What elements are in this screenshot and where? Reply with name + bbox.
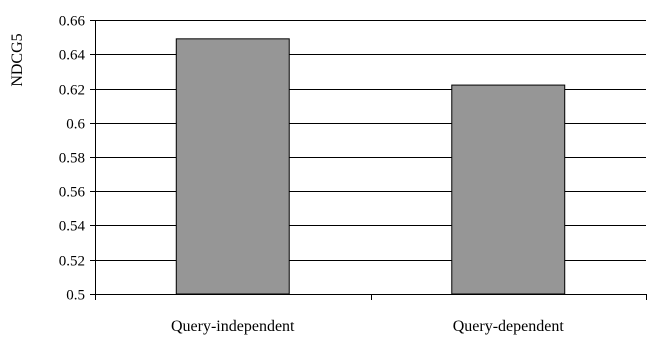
bars bbox=[175, 38, 566, 295]
labels: 0.5 0.52 0.54 0.56 0.58 0.6 0.62 0.64 0.66 Query-… bbox=[59, 14, 565, 336]
y-tick-label: 0.54 bbox=[59, 219, 86, 235]
y-tick-label: 0.52 bbox=[59, 254, 85, 270]
axes bbox=[90, 20, 647, 300]
y-tick-label: 0.66 bbox=[59, 14, 86, 30]
y-tick-label: 0.6 bbox=[66, 117, 85, 133]
y-tick-label: 0.5 bbox=[66, 288, 85, 304]
y-axis-label: NDCG5 bbox=[9, 33, 26, 86]
y-tick-label: 0.58 bbox=[59, 151, 85, 167]
y-tick-label: 0.64 bbox=[59, 48, 86, 64]
x-category-label: Query-independent bbox=[171, 318, 295, 335]
bar bbox=[451, 84, 566, 295]
y-tick-label: 0.62 bbox=[59, 83, 85, 99]
bar bbox=[175, 38, 290, 295]
y-tick-label: 0.56 bbox=[59, 185, 86, 201]
x-category-label: Query-dependent bbox=[453, 318, 565, 335]
